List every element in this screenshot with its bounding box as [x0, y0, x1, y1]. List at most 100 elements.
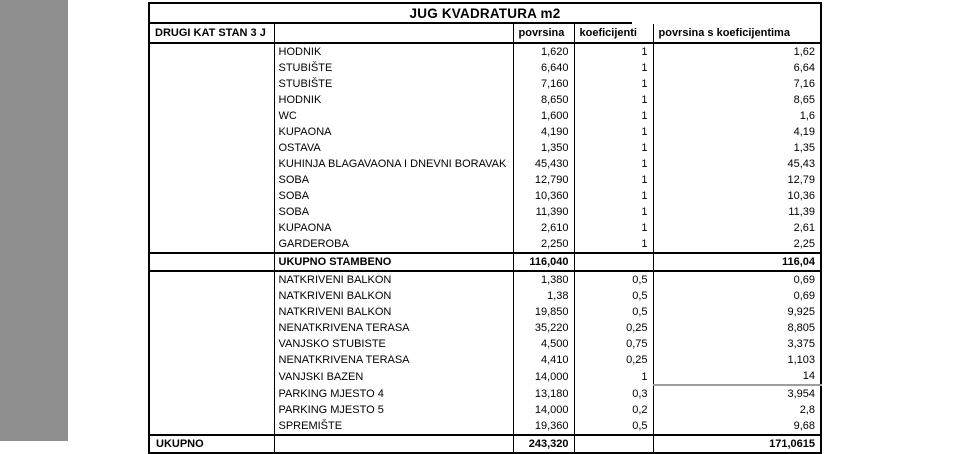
cell-coefficient: 1: [573, 124, 653, 140]
cell-room-name: SPREMIŠTE: [273, 418, 513, 435]
cell-stan-spacer: [149, 252, 274, 272]
header-stan-label: DRUGI KAT STAN 3 J: [149, 24, 274, 44]
cell-area: 35,220: [512, 320, 574, 336]
cell-stan-spacer: [149, 402, 274, 418]
cell-room-name: VANJSKI BAZEN: [273, 368, 513, 385]
cell-stan-spacer: [149, 43, 274, 60]
cell-weighted-area: 116,04: [652, 252, 822, 272]
cell-weighted-area: 1,62: [652, 43, 822, 60]
cell-stan-spacer: [149, 156, 274, 172]
table-row: KUHINJA BLAGAVAONA I DNEVNI BORAVAK 45,43…: [149, 156, 822, 172]
footer-label: UKUPNO: [149, 434, 274, 453]
cell-area: 11,390: [512, 204, 574, 220]
cell-room-name: NATKRIVENI BALKON: [273, 288, 513, 304]
table-row: NATKRIVENI BALKON 1,38 0,5 0,69: [149, 288, 822, 304]
footer-weighted-total: 171,0615: [652, 434, 822, 453]
cell-stan-spacer: [149, 108, 274, 124]
cell-weighted-area: 2,25: [652, 236, 822, 253]
footer-coef-blank: [573, 434, 653, 453]
cell-stan-spacer: [149, 124, 274, 140]
cell-room-name: KUHINJA BLAGAVAONA I DNEVNI BORAVAK: [273, 156, 513, 172]
cell-weighted-area: 6,64: [652, 60, 822, 76]
page-margin-left: [0, 0, 68, 441]
cell-stan-spacer: [149, 352, 274, 368]
cell-weighted-area: 7,16: [652, 76, 822, 92]
cell-coefficient: 1: [573, 156, 653, 172]
cell-weighted-area: 1,103: [652, 352, 822, 368]
cell-area: 13,180: [512, 385, 574, 402]
cell-coefficient: 1: [573, 108, 653, 124]
cell-area: 1,620: [512, 43, 574, 60]
table-row: HODNIK 1,620 1 1,62: [149, 43, 822, 60]
cell-weighted-area: 14: [652, 368, 822, 386]
cell-room-name: NATKRIVENI BALKON: [273, 271, 513, 288]
cell-room-name: HODNIK: [273, 43, 513, 60]
table-row: GARDEROBA 2,250 1 2,25: [149, 236, 822, 253]
table-title: JUG KVADRATURA m2: [149, 3, 821, 24]
table-row: NENATKRIVENA TERASA 4,410 0,25 1,103: [149, 352, 822, 368]
cell-area: 4,190: [512, 124, 574, 140]
cell-coefficient: 1: [573, 76, 653, 92]
cell-weighted-area: 9,925: [652, 304, 822, 320]
cell-stan-spacer: [149, 368, 274, 385]
cell-stan-spacer: [149, 304, 274, 320]
cell-room-name: HODNIK: [273, 92, 513, 108]
cell-area: 1,350: [512, 140, 574, 156]
table-row: SOBA 12,790 1 12,79: [149, 172, 822, 188]
cell-room-name: KUPAONA: [273, 124, 513, 140]
cell-weighted-area: 3,954: [652, 385, 822, 402]
cell-weighted-area: 10,36: [652, 188, 822, 204]
cell-coefficient: 1: [573, 140, 653, 156]
table-row: SOBA 10,360 1 10,36: [149, 188, 822, 204]
cell-area: 1,380: [512, 271, 574, 288]
cell-coefficient: 0,5: [573, 271, 653, 288]
cell-area: 1,600: [512, 108, 574, 124]
cell-room-name: OSTAVA: [273, 140, 513, 156]
table-row: OSTAVA 1,350 1 1,35: [149, 140, 822, 156]
cell-area: 19,850: [512, 304, 574, 320]
cell-weighted-area: 1,35: [652, 140, 822, 156]
cell-stan-spacer: [149, 336, 274, 352]
cell-coefficient: 0,25: [573, 352, 653, 368]
table-row: PARKING MJESTO 5 14,000 0,2 2,8: [149, 402, 822, 418]
cell-coefficient: 0,25: [573, 320, 653, 336]
cell-room-name: UKUPNO STAMBENO: [273, 252, 513, 272]
cell-weighted-area: 12,79: [652, 172, 822, 188]
cell-stan-spacer: [149, 288, 274, 304]
table-title-row: JUG KVADRATURA m2: [149, 3, 821, 24]
table-row: SPREMIŠTE 19,360 0,5 9,68: [149, 418, 822, 435]
cell-area: 7,160: [512, 76, 574, 92]
cell-weighted-area: 11,39: [652, 204, 822, 220]
cell-area: 1,38: [512, 288, 574, 304]
cell-room-name: PARKING MJESTO 4: [273, 385, 513, 402]
cell-stan-spacer: [149, 385, 274, 402]
table-row: KUPAONA 2,610 1 2,61: [149, 220, 822, 236]
cell-weighted-area: 8,65: [652, 92, 822, 108]
cell-stan-spacer: [149, 60, 274, 76]
header-povrsina: povrsina: [512, 24, 574, 44]
cell-room-name: STUBIŠTE: [273, 76, 513, 92]
cell-room-name: SOBA: [273, 172, 513, 188]
cell-weighted-area: 1,6: [652, 108, 822, 124]
cell-weighted-area: 4,19: [652, 124, 822, 140]
cell-room-name: SOBA: [273, 188, 513, 204]
cell-room-name: NENATKRIVENA TERASA: [273, 320, 513, 336]
cell-room-name: NATKRIVENI BALKON: [273, 304, 513, 320]
table-row: VANJSKO STUBISTE 4,500 0,75 3,375: [149, 336, 822, 352]
table-row: STUBIŠTE 6,640 1 6,64: [149, 60, 822, 76]
table-row: NATKRIVENI BALKON 19,850 0,5 9,925: [149, 304, 822, 320]
cell-room-name: VANJSKO STUBISTE: [273, 336, 513, 352]
kvadratura-table: JUG KVADRATURA m2 DRUGI KAT STAN 3 J pov…: [148, 2, 823, 454]
header-room-blank: [273, 24, 513, 44]
cell-area: 116,040: [512, 252, 574, 272]
subtotal-row: UKUPNO STAMBENO 116,040 116,04: [149, 252, 822, 272]
cell-stan-spacer: [149, 418, 274, 435]
cell-coefficient: 0,75: [573, 336, 653, 352]
table-row: SOBA 11,390 1 11,39: [149, 204, 822, 220]
cell-stan-spacer: [149, 172, 274, 188]
cell-coefficient: 0,5: [573, 418, 653, 435]
cell-coefficient: 0,5: [573, 304, 653, 320]
cell-area: 19,360: [512, 418, 574, 435]
cell-coefficient: 1: [573, 204, 653, 220]
cell-weighted-area: 9,68: [652, 418, 822, 435]
